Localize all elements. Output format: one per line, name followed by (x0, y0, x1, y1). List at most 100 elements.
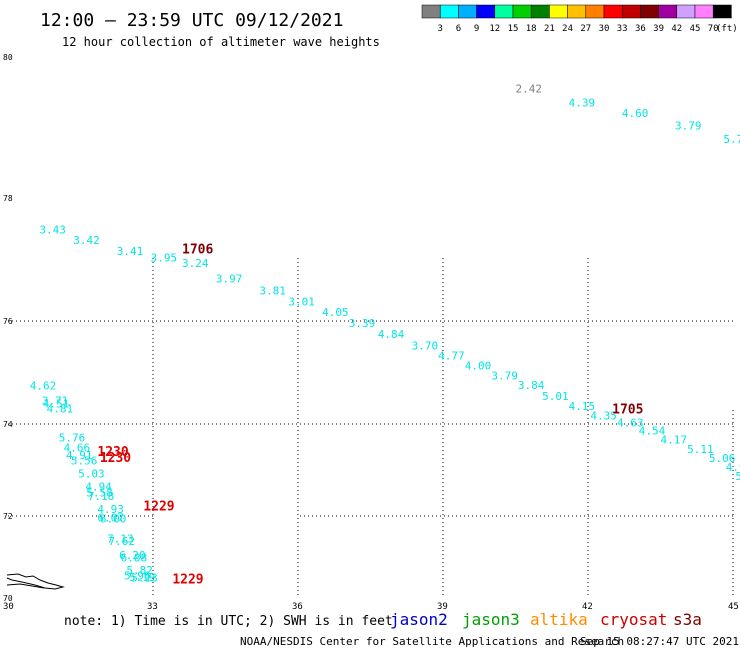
color-swatch (512, 4, 532, 19)
x-axis-labels: 30 33 36 39 42 45 (3, 602, 739, 612)
color-scale-label: 3 (437, 24, 442, 34)
x-tick-label: 36 (292, 602, 303, 612)
color-scale-label: 15 (508, 24, 519, 34)
wave-height-value: 4.84 (378, 328, 405, 341)
timestamp-text: Sep 15 08:27:47 UTC 2021 (580, 635, 739, 648)
wave-height-value: 5. (735, 470, 740, 483)
y-tick-label: 76 (3, 317, 13, 326)
wave-height-value: 5.76 (59, 431, 86, 444)
wave-height-value: 4.39 (569, 96, 596, 109)
y-tick-label: 78 (3, 194, 13, 203)
wave-height-value: 4.91 (66, 449, 93, 462)
wave-height-value: 4.51 (43, 398, 70, 411)
color-swatch (494, 4, 514, 19)
wave-height-value: 3.39 (349, 317, 376, 330)
color-swatch (476, 4, 496, 19)
wave-height-value: 5.19 (129, 571, 156, 584)
color-swatch (567, 4, 587, 19)
wave-height-value: 4.91 (726, 461, 740, 474)
pass-time-label: 1230 (97, 445, 128, 460)
y-tick-label: 74 (3, 420, 13, 429)
color-swatch (549, 4, 568, 19)
wave-height-value: 2.42 (516, 82, 543, 95)
legend-altika: altika (530, 610, 588, 629)
x-tick-label: 45 (728, 602, 739, 612)
color-scale-label: 36 (635, 24, 646, 34)
footer-note: note: 1) Time is in UTC; 2) SWH is in fe… (64, 614, 393, 629)
color-scale-label: 18 (526, 24, 537, 34)
wave-height-value: 4.54 (639, 425, 666, 438)
wave-height-value: 5.7 (723, 133, 740, 146)
wave-height-value: 7.62 (109, 535, 135, 548)
wave-height-value: 4.05 (322, 306, 349, 319)
wave-height-value: 6.88 (121, 552, 148, 565)
color-scale-label: 27 (580, 24, 591, 34)
grid-lines (8, 258, 734, 598)
wave-height-value: 4.81 (47, 403, 74, 416)
color-scale-unit: (ft) (716, 24, 738, 34)
satellite-legend: jason2 jason3 altika cryosat s3a (390, 610, 702, 629)
x-tick-label: 33 (147, 602, 158, 612)
wave-height-value: 5.11 (687, 443, 714, 456)
color-swatch (439, 4, 459, 19)
color-swatch (603, 4, 623, 19)
wave-height-value: 4.15 (569, 400, 596, 413)
wave-height-value: 3.84 (518, 379, 545, 392)
legend-jason3: jason3 (462, 610, 520, 629)
y-axis-labels: 70 72 74 76 78 80 (3, 53, 13, 603)
wave-height-value: 4.62 (30, 379, 57, 392)
pass-time-label: 1229 (143, 499, 174, 514)
wave-height-value: 5.82 (126, 564, 152, 577)
color-scale-label: 45 (690, 24, 701, 34)
wave-height-value: 3.97 (216, 272, 243, 285)
legend-s3a: s3a (673, 610, 702, 629)
color-swatch (676, 4, 696, 19)
color-scale-label: 9 (474, 24, 479, 34)
page-title: 12:00 — 23:59 UTC 09/12/2021 (40, 10, 343, 31)
y-tick-label: 80 (3, 53, 13, 62)
wave-height-value: 4.94 (85, 481, 112, 494)
credit-text: NOAA/NESDIS Center for Satellite Applica… (240, 635, 624, 648)
color-swatch (640, 4, 659, 19)
wave-height-value: 5.01 (542, 390, 569, 403)
y-tick-label: 70 (3, 594, 13, 603)
color-swatch (658, 4, 678, 19)
color-swatch (621, 4, 641, 19)
color-scale-label: 39 (653, 24, 664, 34)
color-scale-label: 21 (544, 24, 555, 34)
color-scale-label: 6 (456, 24, 461, 34)
x-tick-label: 30 (3, 602, 14, 612)
color-scale: 3 6 9 12 15 18 21 24 27 30 33 36 39 42 45 70(ft) (421, 4, 738, 34)
wave-height-value: 3.70 (412, 339, 439, 352)
wave-height-value: 3.81 (259, 285, 286, 298)
wave-height-value: 3.71 (42, 394, 68, 407)
wave-height-value: 3.41 (117, 245, 144, 258)
coastline (6, 573, 65, 590)
wave-height-value: 3.24 (182, 257, 209, 270)
color-swatch (712, 4, 732, 19)
data-points: 2.42 4.39 4.60 3.79 5.7 3.43 3.42 3.41 3.95 3.24 3… (30, 82, 740, 584)
x-tick-label: 42 (582, 602, 593, 612)
wave-height-value: 3.43 (39, 224, 66, 237)
legend-jason2: jason2 (390, 610, 448, 629)
wave-height-value: 6.07 (97, 511, 124, 524)
wave-height-value: 4.66 (64, 442, 90, 455)
page-subtitle: 12 hour collection of altimeter wave hei… (62, 35, 380, 49)
pass-time-label: 1229 (172, 573, 203, 588)
color-swatch (530, 4, 550, 19)
color-scale-label: 30 (599, 24, 610, 34)
wave-height-value: 3.79 (675, 120, 702, 133)
wave-height-value: 4.00 (465, 359, 492, 372)
wave-height-value: 6.20 (119, 549, 145, 562)
wave-height-value: 5.13 (131, 572, 158, 585)
color-scale-label: 12 (489, 24, 500, 34)
wave-height-value: 7.13 (107, 533, 134, 546)
legend-cryosat: cryosat (600, 610, 667, 629)
wave-height-value: 4.93 (97, 503, 124, 516)
pass-time-label: 1706 (182, 242, 213, 257)
color-scale-label: 42 (671, 24, 682, 34)
wave-height-value: 5.58 (86, 487, 113, 500)
x-tick-label: 39 (437, 602, 448, 612)
wave-height-value: 4.35 (590, 409, 617, 422)
